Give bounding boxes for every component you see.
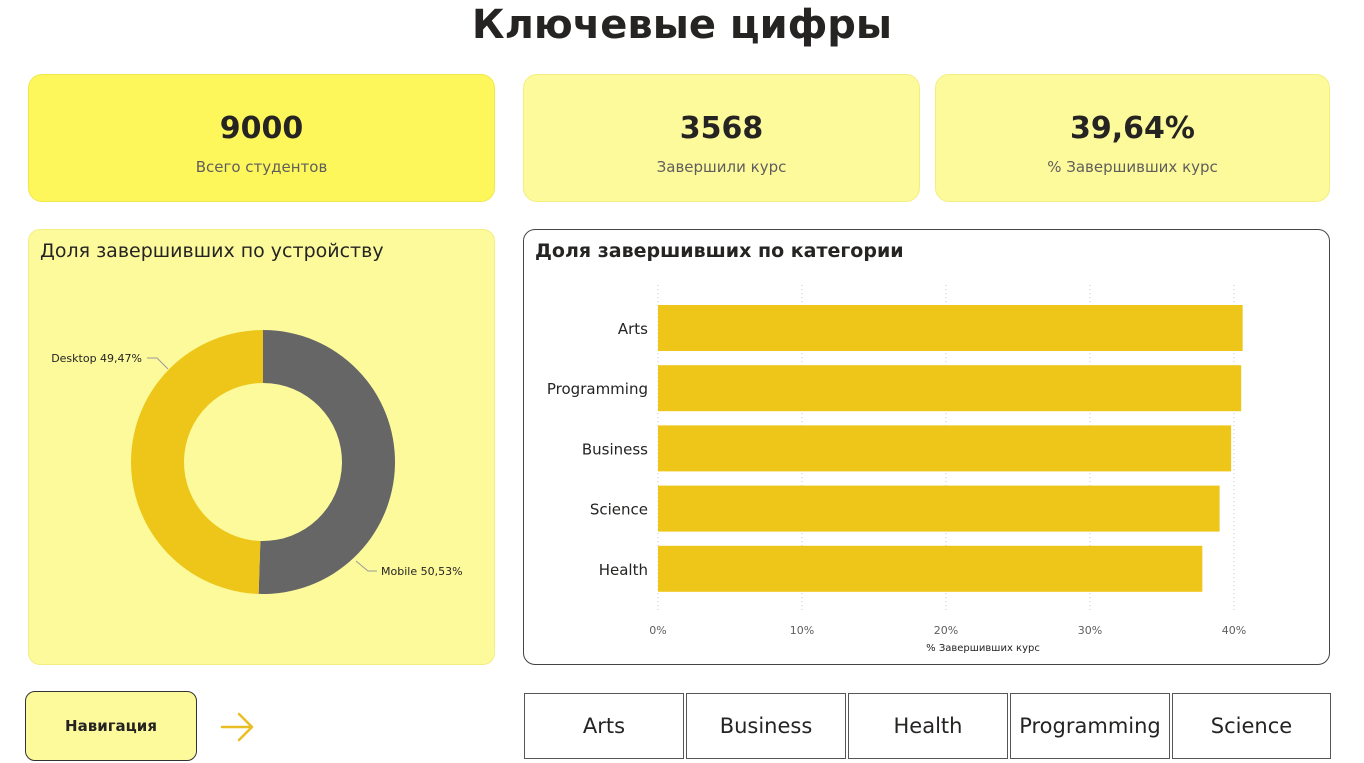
y-tick-label: Programming [547, 380, 648, 398]
category-bar-panel: Доля завершивших по категории 0% 10% 20% 30… [523, 229, 1330, 665]
page-title: Ключевые цифры [471, 2, 893, 48]
bar-arts[interactable] [658, 305, 1243, 351]
category-button-health[interactable]: Health [848, 693, 1008, 759]
x-axis-label: % Завершивших курс [926, 643, 1040, 654]
donut-label-mobile: Mobile 50,53% [381, 565, 463, 578]
bar-business[interactable] [658, 425, 1232, 472]
y-tick-label: Health [599, 561, 648, 579]
arrow-right-icon[interactable] [218, 708, 258, 746]
category-button-programming[interactable]: Programming [1010, 693, 1170, 759]
category-button-science[interactable]: Science [1172, 693, 1331, 759]
desktop-leader-line [147, 357, 169, 370]
kpi-card-completion-rate: 39,64% % Завершивших курс [935, 74, 1330, 202]
y-tick-label: Business [582, 440, 648, 458]
mobile-leader-line [355, 560, 377, 572]
x-tick-label: 30% [1078, 624, 1102, 637]
bar-science[interactable] [658, 485, 1220, 532]
category-button-business[interactable]: Business [686, 693, 846, 759]
kpi-card-total-students: 9000 Всего студентов [28, 74, 495, 202]
x-tick-label: 20% [934, 624, 958, 637]
x-tick-label: 40% [1222, 624, 1246, 637]
bar-chart-title: Доля завершивших по категории [535, 240, 904, 262]
device-donut-panel: Доля завершивших по устройству Desktop 4… [28, 229, 495, 665]
kpi-label: % Завершивших курс [1047, 158, 1218, 176]
device-donut-chart: Desktop 49,47% Mobile 50,53% [51, 330, 463, 594]
kpi-value: 3568 [679, 111, 764, 146]
donut-slice-desktop[interactable] [130, 330, 263, 594]
kpi-label: Всего студентов [195, 158, 328, 176]
navigation-button[interactable]: Навигация [25, 691, 197, 761]
x-tick-label: 10% [790, 624, 814, 637]
donut-title: Доля завершивших по устройству [40, 240, 384, 262]
kpi-value: 9000 [219, 111, 304, 146]
kpi-label: Завершили курс [656, 158, 787, 176]
bar-programming[interactable] [658, 365, 1242, 412]
kpi-value: 39,64% [1070, 111, 1195, 146]
y-tick-label: Arts [618, 320, 648, 338]
kpi-card-completed: 3568 Завершили курс [523, 74, 920, 202]
donut-slice-mobile[interactable] [258, 330, 395, 594]
category-button-arts[interactable]: Arts [524, 693, 684, 759]
x-tick-label: 0% [649, 624, 666, 637]
bar-health[interactable] [658, 545, 1203, 592]
donut-label-desktop: Desktop 49,47% [51, 352, 142, 365]
y-tick-label: Science [590, 501, 648, 519]
category-bar-chart: 0% 10% 20% 30% 40% % Завершивших курс Arts Prog… [547, 285, 1246, 654]
